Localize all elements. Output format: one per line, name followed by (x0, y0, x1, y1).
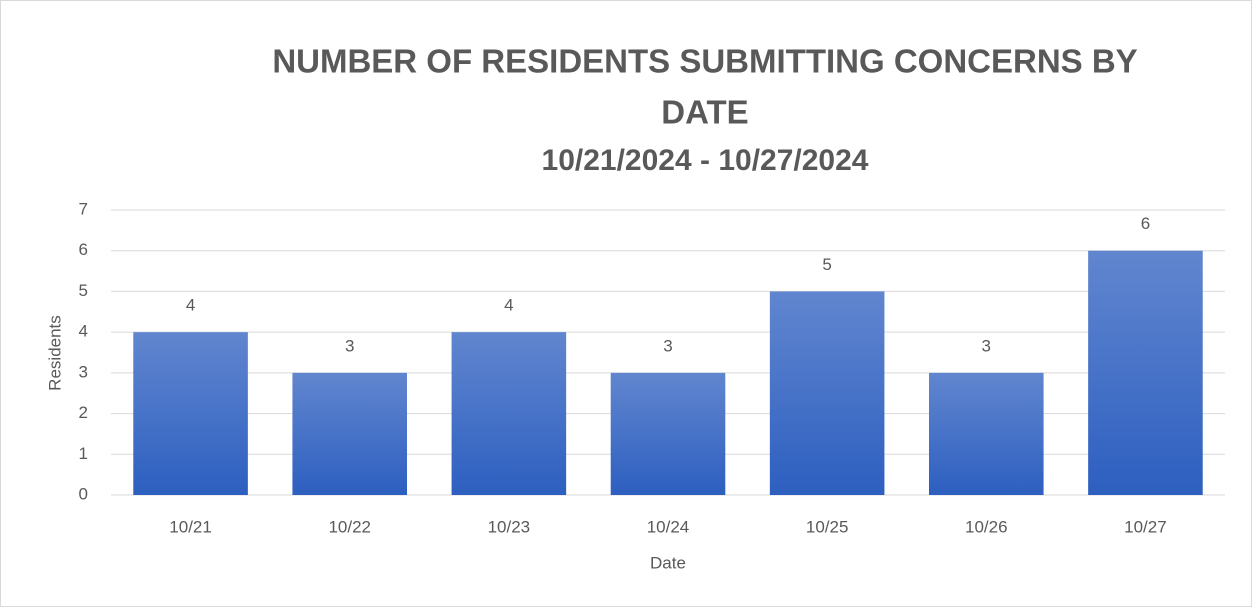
y-tick-label: 0 (79, 484, 88, 503)
x-tick-label: 10/22 (328, 517, 371, 536)
y-axis-label: Residents (45, 315, 64, 391)
x-tick-label: 10/23 (488, 517, 531, 536)
y-tick-label: 7 (79, 199, 88, 218)
data-label: 3 (982, 336, 991, 355)
data-label: 4 (504, 296, 513, 315)
bar (610, 372, 726, 495)
x-tick-label: 10/24 (647, 517, 690, 536)
bar (928, 372, 1044, 495)
data-label: 3 (663, 336, 672, 355)
chart-subtitle: 10/21/2024 - 10/27/2024 (542, 144, 869, 177)
data-label: 4 (186, 296, 195, 315)
bar (1088, 250, 1203, 495)
data-label: 6 (1141, 214, 1150, 233)
y-tick-label: 4 (79, 322, 88, 341)
x-tick-label: 10/21 (169, 517, 212, 536)
x-tick-label: 10/25 (806, 517, 849, 536)
y-tick-label: 6 (79, 240, 88, 259)
x-tick-label: 10/26 (965, 517, 1008, 536)
bar (292, 372, 408, 495)
data-label: 5 (822, 255, 831, 274)
bar (133, 332, 248, 495)
y-tick-label: 5 (79, 281, 88, 300)
y-tick-label: 1 (79, 444, 88, 463)
y-tick-label: 3 (79, 362, 88, 381)
data-label: 3 (345, 336, 354, 355)
x-axis-label: Date (650, 553, 686, 572)
chart-title: NUMBER OF RESIDENTS SUBMITTING CONCERNS … (272, 43, 1137, 80)
bar (769, 291, 885, 495)
x-tick-label: 10/27 (1124, 517, 1167, 536)
bar (451, 332, 567, 495)
y-tick-label: 2 (79, 403, 88, 422)
chart-title: DATE (661, 94, 748, 131)
